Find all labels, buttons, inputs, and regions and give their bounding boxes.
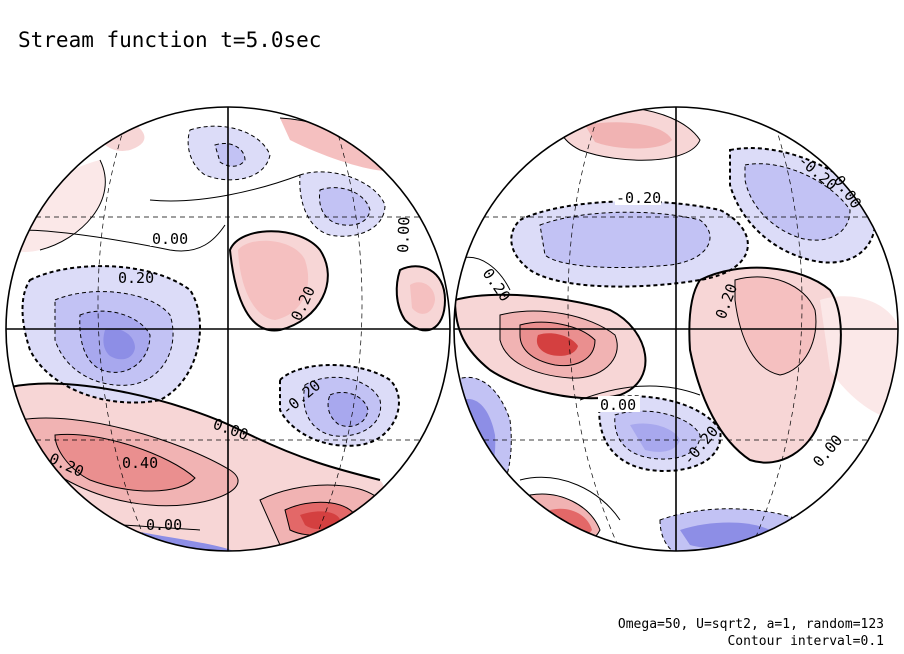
- contour-label: 0.00: [600, 396, 636, 414]
- contour-label: -0.20: [616, 189, 661, 207]
- left-globe: 0.00 0.20 0.20 0.00 -0.20 0.00 0.40 0.20…: [5, 106, 451, 552]
- contour-interval-note: Contour interval=0.1: [727, 634, 884, 649]
- contour-label: 0.00: [152, 230, 188, 248]
- left-globe-outline: [5, 106, 451, 552]
- right-graticule: [454, 109, 898, 551]
- right-globe: -0.20 -0.20 0.00 0.20 0.20 0.00 -0.20 0.…: [453, 106, 899, 552]
- contour-label: 0.20: [118, 269, 154, 287]
- right-globe-outline: [453, 106, 899, 552]
- left-dashed-contours: [21, 125, 400, 447]
- left-graticule: [6, 109, 450, 551]
- figure-title: Stream function t=5.0sec: [18, 28, 321, 52]
- contour-label: 0.00: [146, 516, 182, 534]
- contour-label: 0.00: [394, 216, 413, 253]
- parameter-note: Omega=50, U=sqrt2, a=1, random=123: [618, 617, 884, 632]
- contour-label: 0.40: [122, 454, 158, 472]
